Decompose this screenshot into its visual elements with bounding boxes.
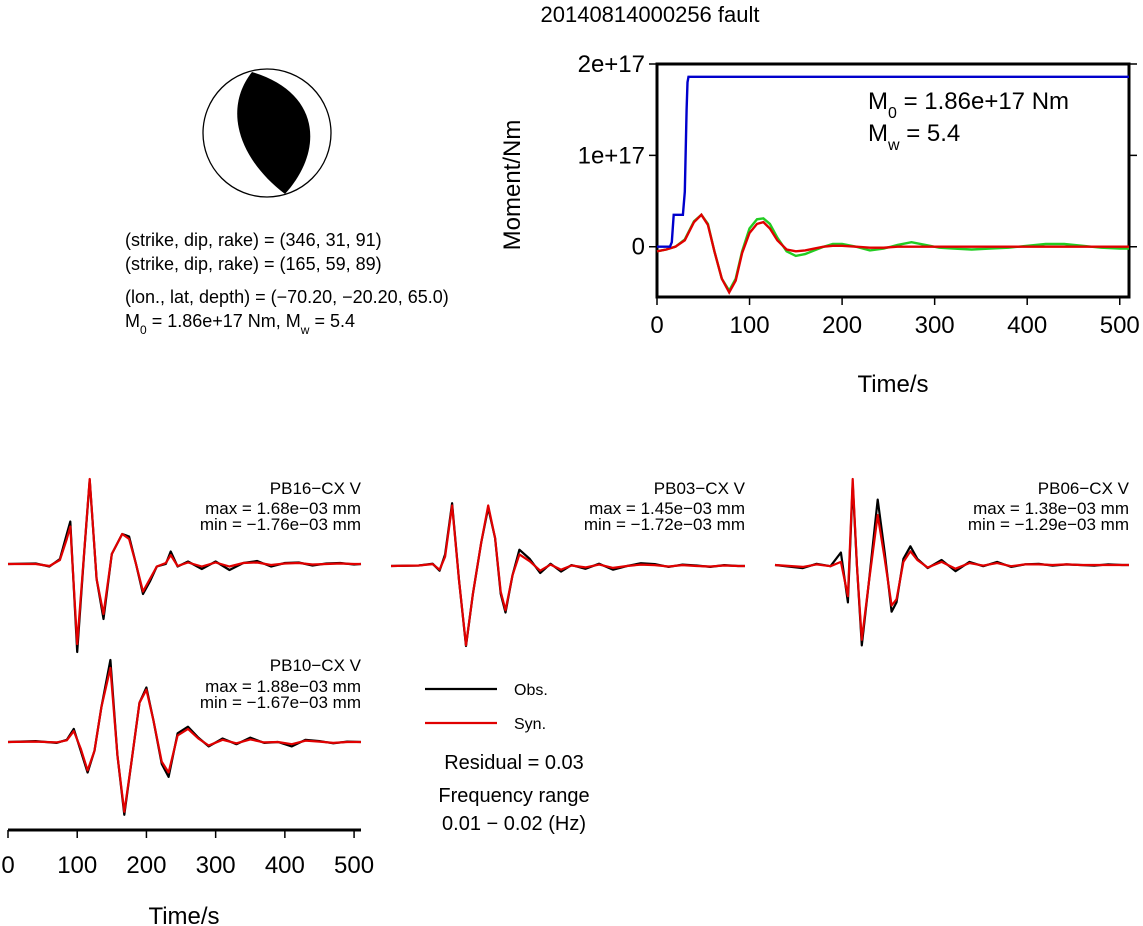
moment-xtick-label: 200 <box>822 312 862 339</box>
pb03-min: min = −1.72e−03 mm <box>584 515 745 534</box>
waveform-panel-pb16 <box>7 477 362 654</box>
focal-m0-value: = 1.86e+17 Nm, M <box>147 311 301 331</box>
legend-syn-label: Syn. <box>514 716 546 733</box>
focal-line-1: (strike, dip, rake) = (346, 31, 91) <box>125 230 382 250</box>
moment-xtick-label: 500 <box>1100 312 1140 339</box>
bottom-xtick-label: 200 <box>126 852 166 879</box>
pb10-min: min = −1.67e−03 mm <box>200 693 361 712</box>
moment-xtick-label: 100 <box>730 312 770 339</box>
moment-ytick-label: 1e+17 <box>578 142 645 169</box>
annot-m0-text: = 1.86e+17 Nm <box>897 88 1069 115</box>
annot-mw-text: = 5.4 <box>900 120 961 147</box>
legend-residual: Residual = 0.03 <box>444 752 584 774</box>
moment-ytick-label: 2e+17 <box>578 51 645 78</box>
focal-mw-value: = 5.4 <box>309 311 355 331</box>
pb06-min: min = −1.29e−03 mm <box>968 515 1129 534</box>
bottom-xtick-label: 400 <box>265 852 305 879</box>
bottom-xtick-label: 0 <box>1 852 14 879</box>
pb16-max: max = 1.68e−03 mm <box>205 499 361 518</box>
waveform-panel-pb03 <box>390 502 745 648</box>
moment-xlabel: Time/s <box>857 371 928 398</box>
focal-line-2: (strike, dip, rake) = (165, 59, 89) <box>125 254 382 274</box>
beachball-compressional-quadrant <box>237 72 311 194</box>
moment-xtick-label: 0 <box>650 312 663 339</box>
bottom-xlabel: Time/s <box>148 903 219 926</box>
moment-cumulative-line <box>657 75 1129 248</box>
synthetic-trace <box>774 477 1129 641</box>
pb06-station: PB06−CX V <box>1038 479 1130 498</box>
annot-m0-sub: 0 <box>888 105 897 122</box>
annot-mw-base: M <box>868 120 888 147</box>
bottom-xtick-label: 100 <box>57 852 97 879</box>
bottom-xtick-label: 500 <box>334 852 374 879</box>
beachball <box>202 68 332 198</box>
focal-m0-base: M <box>125 311 140 331</box>
moment-xtick-label: 400 <box>1007 312 1047 339</box>
pb16-station: PB16−CX V <box>270 479 362 498</box>
pb16-min: min = −1.76e−03 mm <box>200 515 361 534</box>
moment-annotation-mw: Mw = 5.4 <box>868 120 960 154</box>
pb03-max: max = 1.45e−03 mm <box>589 499 745 518</box>
moment-ytick-label: 0 <box>632 234 645 261</box>
focal-mw-sub: w <box>300 323 310 337</box>
focal-moment-line: M0 = 1.86e+17 Nm, Mw = 5.4 <box>125 311 355 337</box>
pb10-station: PB10−CX V <box>270 656 362 675</box>
pb06-max: max = 1.38e−03 mm <box>973 499 1129 518</box>
annot-mw-sub: w <box>887 137 900 154</box>
pb10-max: max = 1.88e−03 mm <box>205 677 361 696</box>
moment-frame <box>655 62 1131 299</box>
legend-freq-label: Frequency range <box>438 785 589 807</box>
moment-chart: 0 100 200 300 400 500 0 1e+17 2e+17 <box>578 51 1140 339</box>
pb03-station: PB03−CX V <box>654 479 746 498</box>
focal-m0-sub: 0 <box>140 323 147 337</box>
moment-red-trace <box>656 212 1129 295</box>
moment-annotation-m0: M0 = 1.86e+17 Nm <box>868 88 1069 122</box>
bottom-xtick-label: 300 <box>196 852 236 879</box>
legend-obs-label: Obs. <box>514 682 548 699</box>
synthetic-trace <box>8 477 361 646</box>
annot-m0-base: M <box>868 88 888 115</box>
moment-green-trace <box>656 213 1129 293</box>
synthetic-trace <box>390 504 745 647</box>
waveform-panel-pb10 <box>7 658 362 816</box>
synthetic-trace <box>7 666 361 813</box>
focal-line-3: (lon., lat, depth) = (−70.20, −20.20, 65… <box>125 287 449 307</box>
waveform-panel-pb06 <box>774 477 1129 647</box>
moment-xtick-label: 300 <box>915 312 955 339</box>
figure-title: 20140814000256 fault <box>541 2 760 27</box>
bottom-time-axis: 0 100 200 300 400 500 <box>1 828 374 879</box>
moment-ylabel: Moment/Nm <box>499 120 526 251</box>
legend: Obs. Syn. Residual = 0.03 Frequency rang… <box>425 682 590 835</box>
legend-freq-value: 0.01 − 0.02 (Hz) <box>442 813 586 835</box>
